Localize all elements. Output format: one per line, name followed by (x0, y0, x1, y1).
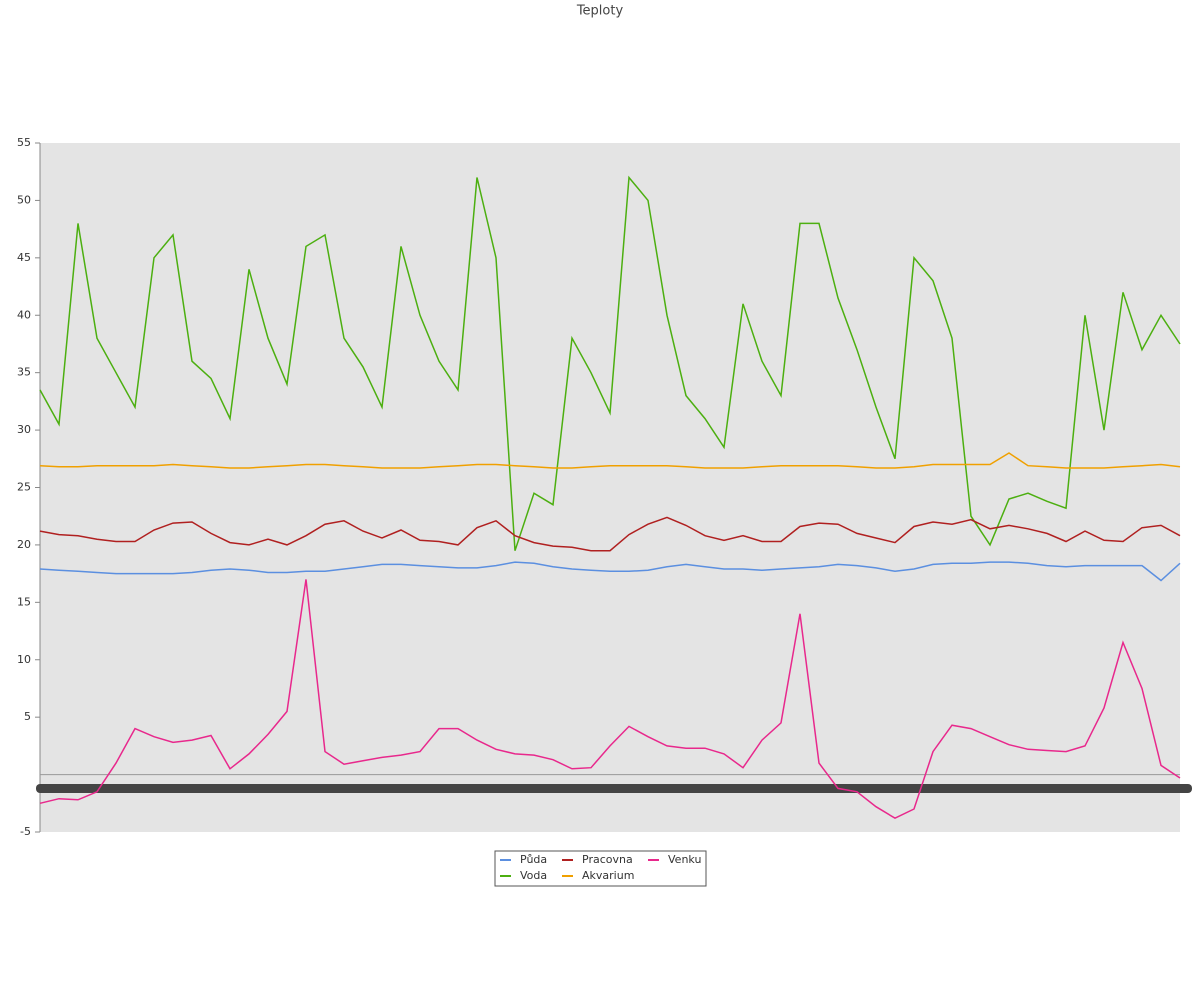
y-tick-label: -5 (20, 825, 31, 838)
legend-label: Venku (668, 853, 701, 866)
y-tick-label: 15 (17, 595, 31, 608)
x-axis-labels-overlap (36, 784, 1192, 793)
series-line (39, 175, 1181, 551)
series-line (39, 561, 1181, 582)
series-line (39, 516, 1181, 552)
legend-label: Pracovna (582, 853, 633, 866)
chart-title: Teploty (576, 4, 624, 19)
y-tick-label: 30 (17, 423, 31, 436)
y-tick-label: 35 (17, 366, 31, 379)
y-tick-label: 40 (17, 308, 31, 321)
legend-label: Voda (520, 869, 547, 882)
legend (494, 850, 707, 887)
series-line (39, 452, 1181, 469)
y-tick-label: 5 (24, 710, 31, 723)
legend-label: Akvarium (582, 869, 634, 882)
y-tick-label: 45 (17, 251, 31, 264)
y-tick-label: 55 (17, 136, 31, 149)
plot-area (40, 143, 1180, 832)
y-tick-label: 25 (17, 481, 31, 494)
legend-label: Půda (520, 853, 547, 866)
y-tick-label: 50 (17, 193, 31, 206)
series-line (39, 579, 1181, 820)
y-tick-label: 10 (17, 653, 31, 666)
y-tick-label: 20 (17, 538, 31, 551)
